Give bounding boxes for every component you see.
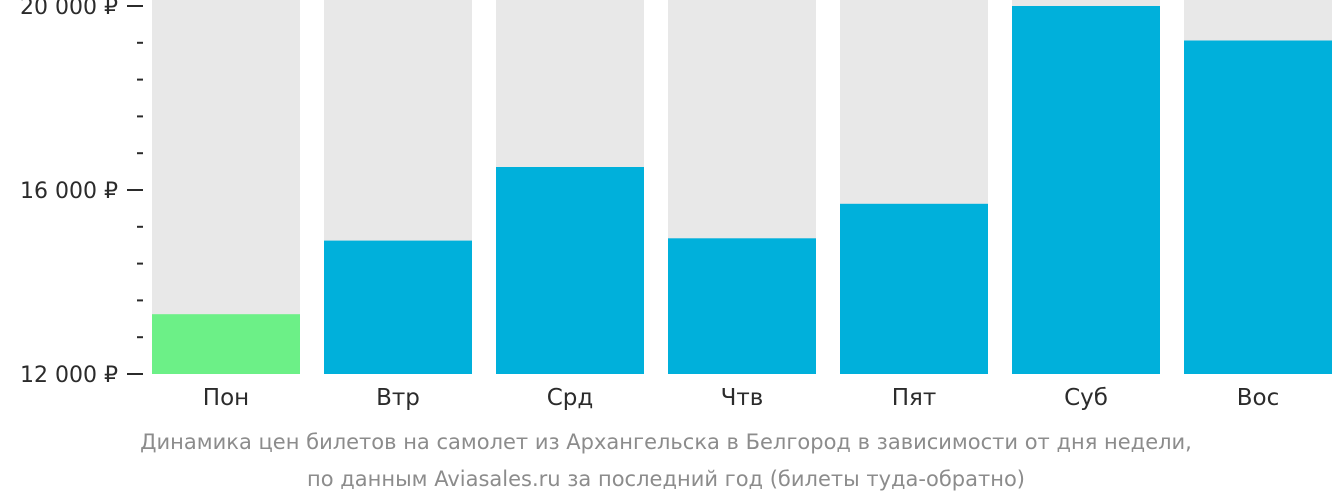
x-tick-label: Пят bbox=[892, 385, 937, 411]
bar-6 bbox=[1012, 6, 1160, 374]
x-tick-label: Суб bbox=[1064, 385, 1108, 411]
bar-5 bbox=[840, 203, 988, 374]
y-tick-label: 12 000 ₽ bbox=[20, 363, 118, 388]
x-tick-label: Втр bbox=[376, 385, 420, 411]
x-tick-label: Пон bbox=[203, 385, 249, 411]
y-tick-label: 16 000 ₽ bbox=[20, 179, 118, 204]
x-tick-label: Срд bbox=[547, 385, 594, 411]
x-tick-label: Чтв bbox=[721, 385, 764, 411]
y-axis: 12 000 ₽ 16 000 ₽ 20 000 ₽ bbox=[20, 0, 143, 388]
x-tick-label: Вос bbox=[1237, 385, 1280, 411]
chart-title: Динамика цен билетов на самолет из Архан… bbox=[140, 430, 1192, 454]
bar-background bbox=[152, 0, 300, 374]
bar-1 bbox=[152, 314, 300, 374]
chart-subtitle: по данным Aviasales.ru за последний год … bbox=[307, 467, 1025, 491]
x-axis: Пон Втр Срд Чтв Пят Суб Вос bbox=[203, 385, 1279, 411]
bar-3 bbox=[496, 167, 644, 374]
bar-2 bbox=[324, 240, 472, 374]
bars bbox=[152, 0, 1332, 374]
y-tick-label: 20 000 ₽ bbox=[20, 0, 118, 20]
bar-7 bbox=[1184, 40, 1332, 374]
bar-4 bbox=[668, 238, 816, 374]
